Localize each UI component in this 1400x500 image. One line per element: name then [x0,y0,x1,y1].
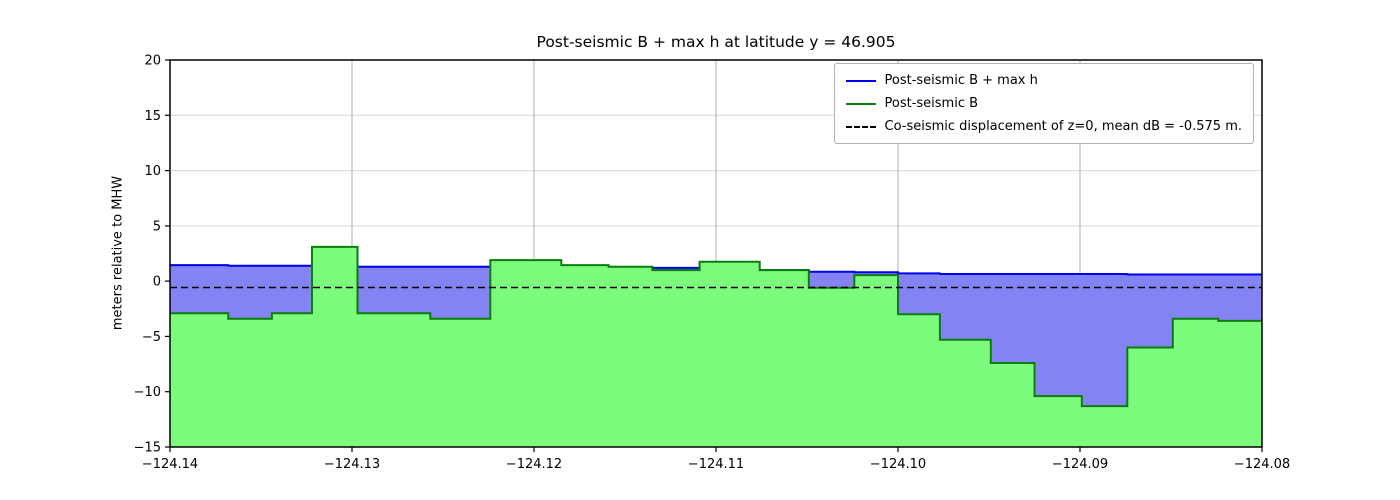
legend-item-b-plus-h: Post-seismic B + max h [845,72,1243,89]
area-b [170,246,1262,447]
y-tick-label: 10 [144,164,161,179]
x-tick-label: −124.08 [1234,457,1290,472]
legend: Post-seismic B + max h Post-seismic B Co… [833,63,1254,144]
legend-line-green [845,102,876,105]
legend-line-dashed-black [845,125,876,128]
legend-item-coseismic: Co-seismic displacement of z=0, mean dB … [845,118,1243,135]
chart-title: Post-seismic B + max h at latitude y = 4… [536,33,896,51]
x-tick-label: −124.13 [324,457,380,472]
x-tick-label: −124.14 [142,457,198,472]
y-tick-label: 20 [144,54,161,69]
legend-line-blue [845,79,876,82]
line-b [170,245,1262,408]
y-tick-label: 5 [153,219,161,234]
legend-item-b: Post-seismic B [845,95,1243,112]
y-tick-label: −15 [134,441,161,456]
y-axis-label: meters relative to MHW [110,175,126,331]
x-tick-label: −124.11 [688,457,744,472]
y-tick-label: −10 [134,385,161,400]
y-tick-label: 0 [153,275,161,290]
legend-label-coseismic: Co-seismic displacement of z=0, mean dB … [884,119,1243,134]
legend-label-b: Post-seismic B [884,96,979,111]
x-tick-label: −124.09 [1052,457,1108,472]
y-tick-label: 15 [144,109,161,124]
x-tick-label: −124.12 [506,457,562,472]
x-tick-label: −124.10 [870,457,926,472]
y-tick-label: −5 [142,330,161,345]
legend-label-b-plus-h: Post-seismic B + max h [884,73,1038,88]
